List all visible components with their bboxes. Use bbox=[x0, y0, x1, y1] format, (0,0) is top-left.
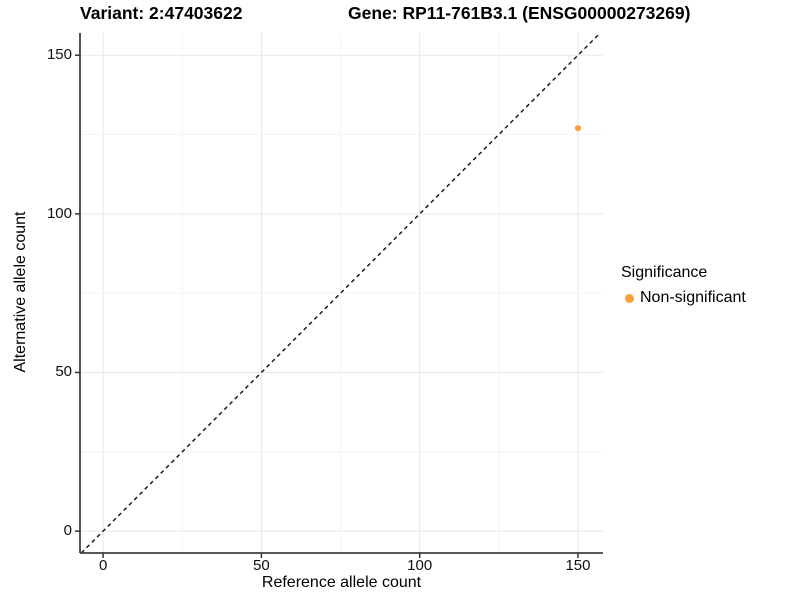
legend-item-label: Non-significant bbox=[640, 289, 746, 306]
x-tick-label-150: 150 bbox=[565, 557, 591, 574]
y-axis-label: Alternative allele count bbox=[12, 211, 29, 373]
y-tick-label-50: 50 bbox=[55, 363, 72, 381]
x-tick-label-50: 50 bbox=[253, 557, 270, 574]
legend-title: Significance bbox=[621, 264, 708, 281]
y-tick-label-100: 100 bbox=[46, 204, 72, 222]
x-axis-label: Reference allele count bbox=[261, 574, 422, 591]
legend-item: Non-significant bbox=[621, 287, 746, 309]
plot-title-variant: Variant: 2:47403622 bbox=[80, 3, 243, 23]
legend-point-icon bbox=[625, 293, 634, 303]
y-tick-label-0: 0 bbox=[63, 522, 72, 540]
plot-title-gene: Gene: RP11-761B3.1 (ENSG00000273269) bbox=[348, 3, 691, 23]
data-point bbox=[574, 125, 582, 132]
x-tick-label-0: 0 bbox=[98, 557, 108, 574]
x-tick-label-100: 100 bbox=[407, 557, 433, 574]
legend: Significance Non-significant bbox=[621, 263, 746, 309]
y-tick-label-150: 150 bbox=[46, 46, 72, 64]
identity-line bbox=[80, 32, 601, 554]
